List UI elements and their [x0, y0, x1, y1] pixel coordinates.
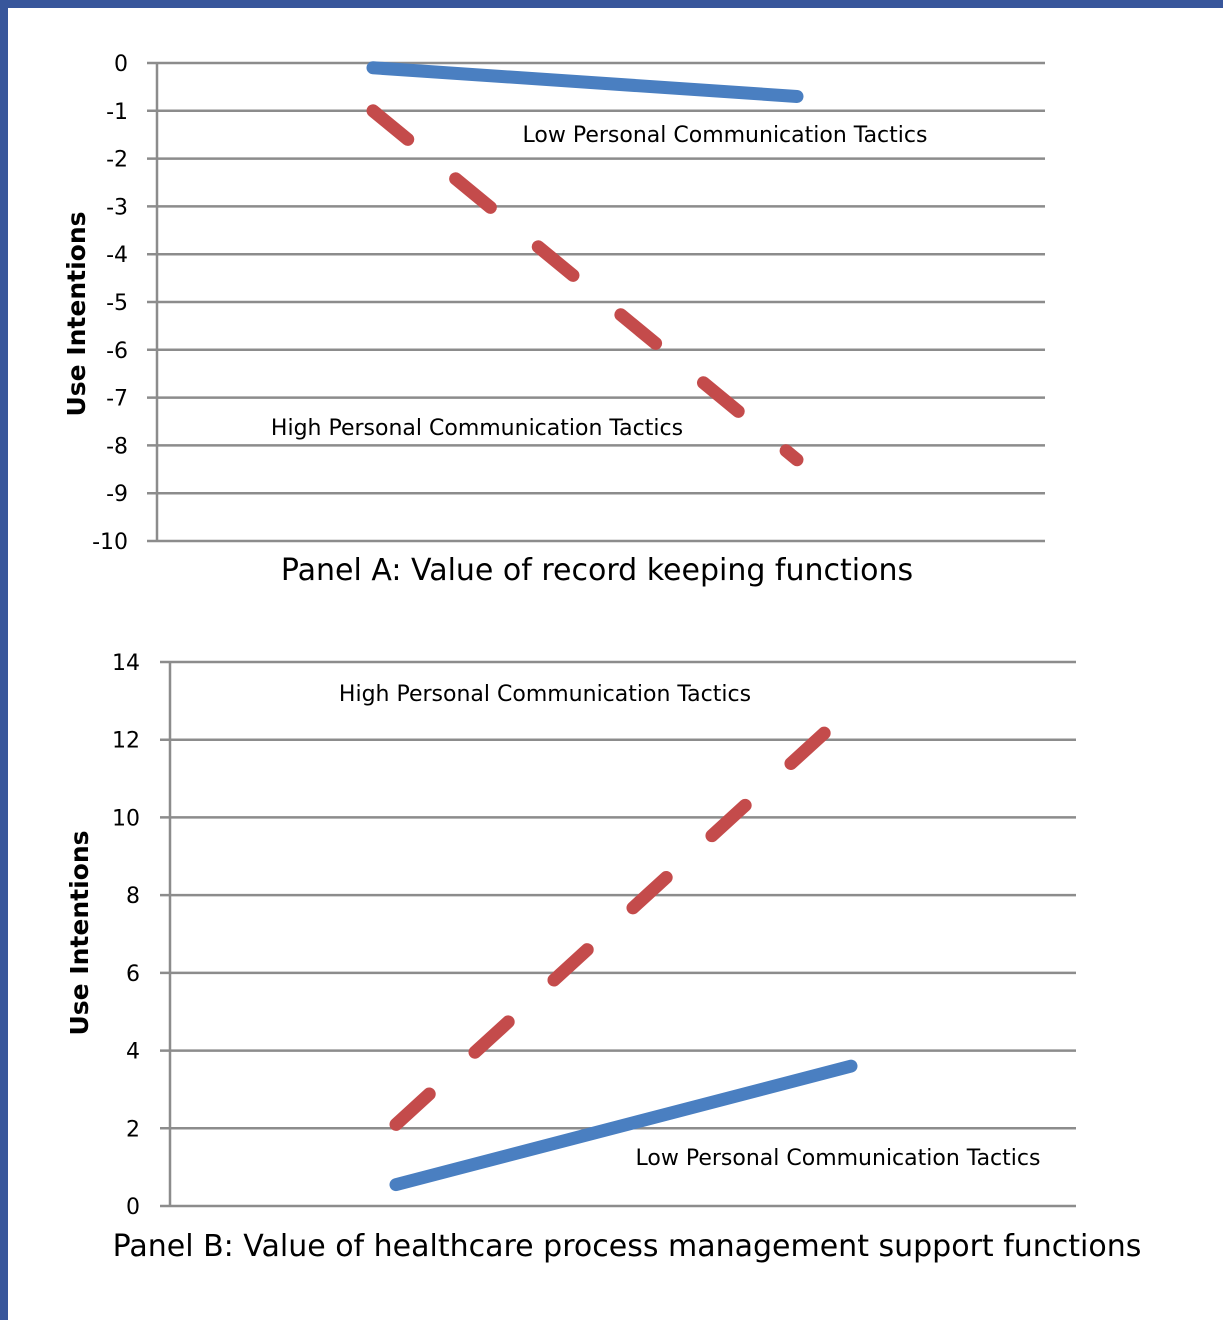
panel-b-y-tick-label: 8: [126, 884, 140, 909]
panel-b-series-low-line: [389, 1059, 858, 1192]
panel-b-low-series-label: Low Personal Communication Tactics: [636, 1146, 1041, 1171]
panel-a-title: Panel A: Value of record keeping functio…: [281, 553, 913, 588]
panel-b-chart: 14 12 10 8 6 4 2 0 Use Intentions High Personal…: [65, 651, 1141, 1264]
panel-a-y-tick-label: -1: [106, 100, 128, 125]
panel-a-y-tick-label: -7: [106, 387, 128, 412]
panel-b-y-tick-label: 4: [126, 1040, 140, 1065]
panel-a-chart: 0 -1 -2 -3 -4 -5 -6 -7 -8 -9 -10 Use Intentions Lo…: [62, 52, 1045, 588]
panel-b-y-axis-label: Use Intentions: [65, 830, 94, 1035]
panel-a-series-high-line: [366, 104, 804, 467]
panel-a-y-tick-label: -5: [106, 291, 128, 316]
panel-a-low-series-label: Low Personal Communication Tactics: [523, 123, 928, 148]
panel-a-y-tick-label: -8: [106, 434, 128, 459]
panel-b-series-high-line: [389, 702, 858, 1131]
panel-b-high-series-label: High Personal Communication Tactics: [339, 682, 751, 707]
panel-b-title: Panel B: Value of healthcare process man…: [113, 1229, 1142, 1264]
panel-a-y-tick-label: -9: [106, 482, 128, 507]
panel-a-series-low-line: [366, 61, 804, 103]
panel-b-y-tick-label: 0: [126, 1195, 140, 1220]
panel-b-y-tick-label: 2: [126, 1117, 140, 1142]
panel-a-y-tick-label: -6: [106, 339, 128, 364]
panel-b-y-tick-label: 12: [112, 729, 140, 754]
panel-b-y-tick-label: 14: [112, 651, 140, 676]
panel-a-high-series-label: High Personal Communication Tactics: [271, 416, 683, 441]
panel-a-y-axis-label: Use Intentions: [62, 211, 91, 416]
panel-a-y-tick-label: -10: [92, 530, 128, 555]
panel-a-y-tick-label: -4: [106, 243, 128, 268]
panel-a-y-tick-label: -3: [106, 195, 128, 220]
panel-a-y-tick-label: 0: [114, 52, 128, 77]
panel-b-y-tick-label: 10: [112, 806, 140, 831]
panel-a-y-tick-label: -2: [106, 148, 128, 173]
panel-b-y-tick-label: 6: [126, 962, 140, 987]
